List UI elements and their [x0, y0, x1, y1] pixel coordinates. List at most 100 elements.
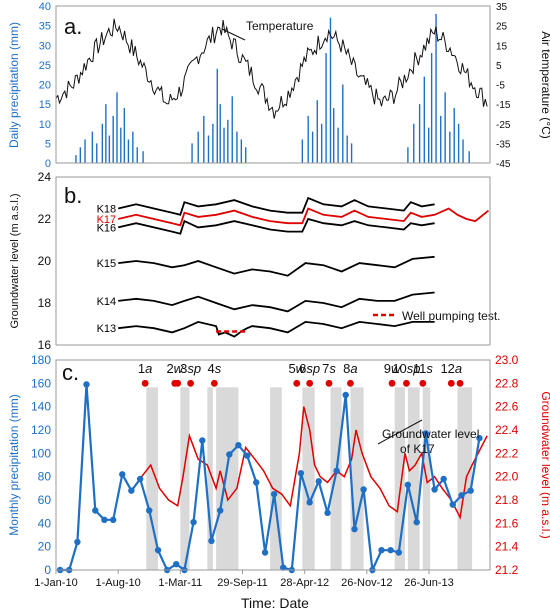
tick-label: 60 — [38, 493, 52, 507]
event-label: 8a — [343, 361, 357, 376]
tick-label: 5 — [45, 138, 51, 150]
legend-label: Well pumping test. — [402, 309, 501, 323]
event-shade — [350, 387, 364, 570]
event-dot — [447, 379, 455, 387]
panel-c-left-axis-label: Monthly precipitation (mm) — [7, 394, 21, 535]
monthly-point — [217, 507, 224, 514]
label-k14: K14 — [97, 296, 117, 308]
monthly-point — [136, 475, 144, 483]
panel-b-frame — [55, 176, 491, 346]
tick-label: 22.0 — [495, 470, 519, 484]
monthly-point — [92, 507, 99, 514]
daily-precipitation-series — [75, 13, 470, 163]
monthly-point — [378, 546, 385, 554]
event-dot — [456, 379, 464, 387]
event-dot — [325, 379, 333, 387]
monthly-point — [431, 486, 438, 493]
tick-label: 22.2 — [495, 446, 519, 460]
event-dot — [141, 379, 149, 387]
monthly-point — [324, 509, 331, 517]
label-k18: K18 — [97, 204, 117, 216]
label-k16: K16 — [97, 222, 117, 234]
panel-c-right-axis-label: Groundwater level (m a.s.l.) — [539, 391, 550, 538]
monthly-point — [422, 430, 429, 437]
event-shade — [407, 387, 420, 570]
event-dot — [388, 379, 396, 387]
k17-annotation: Groundwater level of K17 — [382, 427, 483, 456]
panel-c-right-axis-ticks: 21.2 21.4 21.6 21.8 22.0 22.2 22.4 22.6 22.8 23.0 — [495, 353, 519, 577]
event-label: 5w — [288, 361, 306, 376]
event-shade — [216, 387, 239, 570]
tick-label: 23.0 — [495, 353, 519, 367]
monthly-point — [226, 451, 233, 458]
tick-label: -15 — [496, 100, 511, 111]
monthly-point — [458, 492, 465, 499]
tick-label: 15 — [496, 41, 508, 52]
event-dot — [347, 379, 354, 387]
monthly-point — [387, 546, 394, 554]
monthly-point — [280, 564, 287, 571]
event-dot — [187, 379, 194, 387]
x-tick-label: 29-Sep-11 — [217, 577, 268, 589]
label-k15: K15 — [97, 258, 117, 270]
event-shade — [180, 387, 190, 570]
monthly-point — [261, 549, 269, 556]
event-label: 3sp — [180, 361, 201, 376]
event-shade — [270, 387, 282, 570]
monthly-point — [154, 546, 162, 554]
panel-a-right-axis-label: Air temperature (°C) — [539, 31, 550, 139]
event-dot — [306, 379, 314, 387]
monthly-point — [467, 487, 474, 494]
panel-a: a. Temperature 0 5 10 15 20 25 30 35 40 -45 -35 -2… — [7, 1, 550, 170]
tick-label: 120 — [31, 423, 51, 437]
event-label: 4s — [207, 361, 221, 376]
label-k13: K13 — [97, 323, 117, 335]
series-k16 — [117, 217, 435, 235]
monthly-point — [342, 391, 349, 399]
x-tick-label: 26-Nov-12 — [341, 577, 392, 589]
tick-label: -25 — [496, 120, 511, 131]
event-shade — [146, 387, 159, 570]
x-tick-label: 28-Apr-12 — [280, 577, 329, 589]
monthly-point — [404, 481, 412, 489]
monthly-point — [333, 467, 340, 475]
monthly-point — [243, 452, 251, 459]
x-axis-title: Time: Date — [241, 595, 309, 611]
event-dot — [174, 379, 182, 387]
monthly-point — [351, 525, 358, 533]
tick-label: 21.6 — [495, 516, 519, 530]
event-markers — [141, 379, 464, 387]
panel-a-frame — [55, 5, 491, 164]
panel-c-frame — [55, 359, 491, 571]
series-k17 — [117, 207, 490, 227]
tick-label: 21.2 — [495, 563, 519, 577]
event-shading — [146, 387, 473, 570]
monthly-point — [173, 560, 180, 568]
event-shade — [394, 387, 405, 570]
monthly-point — [109, 516, 117, 524]
tick-label: 21.4 — [495, 540, 519, 554]
tick-label: 160 — [31, 376, 51, 390]
tick-label: 10 — [39, 119, 51, 131]
panel-b-axis-ticks: 16 18 20 22 24 — [38, 170, 52, 352]
panel-c-label: c. — [62, 360, 79, 385]
monthly-point — [146, 507, 153, 514]
monthly-point — [306, 499, 313, 506]
tick-label: 140 — [31, 400, 51, 414]
tick-label: 100 — [31, 446, 51, 460]
tick-label: 16 — [38, 338, 52, 352]
panel-a-right-axis-ticks: -45 -35 -25 -15 -5 5 15 25 35 — [496, 2, 511, 170]
series-k18 — [117, 196, 435, 216]
panel-b-axis-label: Groundwater level (m a.s.l.) — [9, 193, 21, 328]
event-shade — [207, 387, 213, 570]
panel-c-left-axis-ticks: 0 20 40 60 80 100 120 140 160 180 — [31, 353, 51, 577]
event-label: 12a — [440, 361, 462, 376]
monthly-point — [449, 501, 456, 508]
k17-groundwater-line — [141, 406, 488, 520]
tick-label: 21.8 — [495, 493, 519, 507]
tick-label: 80 — [38, 470, 52, 484]
x-tick-label: 1-Jan-10 — [34, 577, 77, 589]
x-tick-label: 26-Jun-13 — [404, 577, 454, 589]
